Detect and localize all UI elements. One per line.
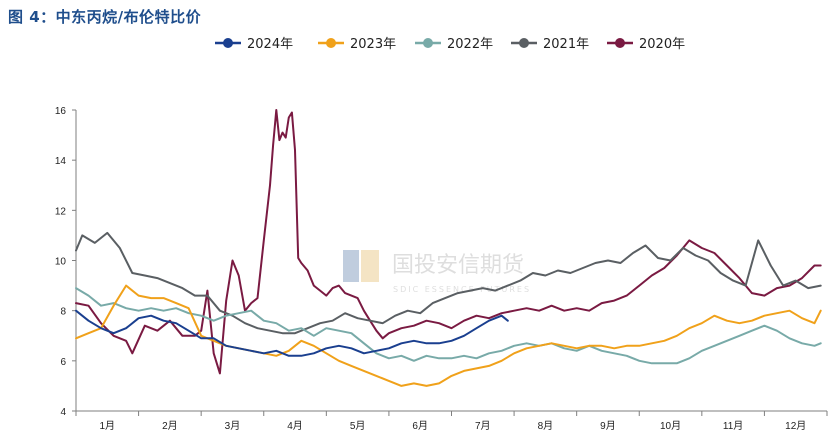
series-line-2022年	[75, 287, 822, 365]
y-tick-label: 10	[55, 257, 67, 268]
watermark-logo-left	[343, 250, 359, 282]
x-tick-label: 3月	[225, 420, 241, 432]
x-tick-label: 10月	[660, 420, 681, 432]
watermark-en: SDIC ESSENCE FUTURES	[393, 285, 531, 294]
x-tick-label: 1月	[100, 420, 116, 432]
x-tick-label: 12月	[785, 420, 806, 432]
y-tick-label: 6	[60, 357, 66, 368]
legend: 2024年 2023年 2022年 2021年 2020年	[215, 37, 685, 52]
watermark: 国投安信期货 SDIC ESSENCE FUTURES	[343, 250, 531, 294]
y-tick-label: 16	[55, 106, 67, 117]
legend-label: 2023年	[350, 37, 396, 52]
x-tick-label: 11月	[723, 420, 743, 432]
series-line-2023年	[75, 284, 822, 387]
legend-marker	[615, 38, 625, 48]
legend-label: 2024年	[247, 37, 293, 52]
legend-marker	[326, 38, 336, 48]
series-line-2020年	[75, 109, 822, 375]
y-tick-label: 8	[60, 307, 66, 318]
x-tick-label: 2月	[162, 420, 178, 432]
x-tick-label: 8月	[538, 420, 554, 432]
y-tick-label: 12	[55, 206, 67, 217]
watermark-cn: 国投安信期货	[392, 253, 524, 278]
x-tick-label: 5月	[350, 420, 366, 432]
legend-marker	[519, 38, 529, 48]
legend-label: 2021年	[543, 37, 589, 52]
y-tick-label: 4	[60, 407, 66, 418]
watermark-logo-right	[361, 250, 379, 282]
figure-title: 图 4：中东丙烷/布伦特比价	[8, 8, 202, 26]
legend-marker	[223, 38, 233, 48]
axes: 4 6 8 10 12 14 16 1月 2月 3月 4月 5月 6月 7月 8月 9月 10月 11月 12月	[55, 106, 828, 432]
series-line-2021年	[75, 231, 822, 335]
legend-marker	[423, 38, 433, 48]
x-tick-label: 9月	[600, 420, 616, 432]
series-line-2024年	[75, 309, 509, 357]
y-tick-label: 14	[55, 156, 67, 167]
x-tick-label: 6月	[412, 420, 428, 432]
legend-label: 2022年	[447, 37, 493, 52]
x-tick-label: 4月	[287, 420, 303, 432]
legend-label: 2020年	[639, 37, 685, 52]
x-tick-label: 7月	[475, 420, 491, 432]
series-lines	[75, 109, 822, 387]
